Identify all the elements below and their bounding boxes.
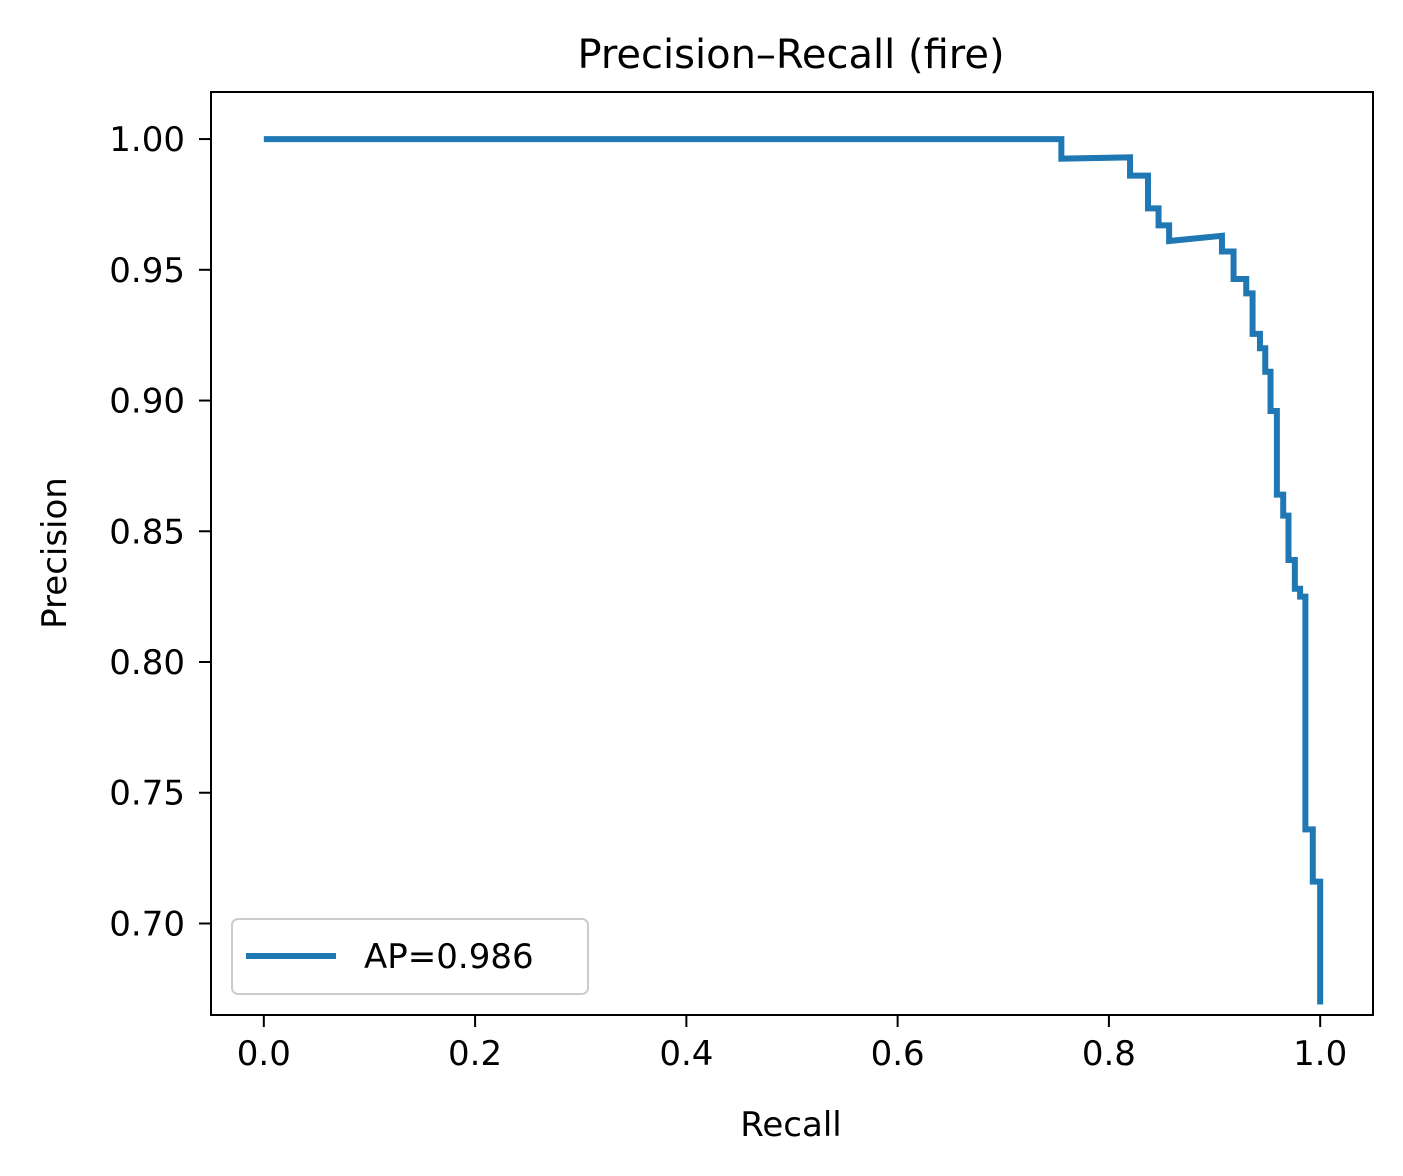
y-tick-label: 0.80 bbox=[109, 643, 185, 683]
legend: AP=0.986 bbox=[231, 918, 589, 995]
y-tick-label: 0.90 bbox=[109, 382, 185, 422]
x-axis-ticks: 0.0 0.2 0.4 0.6 0.8 1.0 bbox=[237, 1015, 1347, 1074]
y-tick-label: 0.70 bbox=[109, 904, 185, 944]
y-tick-label: 0.95 bbox=[109, 251, 185, 291]
y-axis-label: Precision bbox=[35, 477, 75, 629]
series-line-ap bbox=[263, 136, 1324, 1005]
y-tick-label: 0.75 bbox=[109, 774, 185, 814]
x-tick-label: 0.2 bbox=[448, 1034, 502, 1074]
y-tick-label: 0.85 bbox=[109, 512, 185, 552]
x-axis-label: Recall bbox=[740, 1105, 841, 1145]
x-tick-label: 0.8 bbox=[1082, 1034, 1136, 1074]
x-tick-label: 0.4 bbox=[659, 1034, 713, 1074]
y-tick-label: 1.00 bbox=[109, 120, 185, 160]
x-tick-label: 0.0 bbox=[237, 1034, 291, 1074]
x-tick-label: 1.0 bbox=[1293, 1034, 1347, 1074]
chart-title: Precision–Recall (fire) bbox=[577, 32, 1004, 78]
x-tick-label: 0.6 bbox=[871, 1034, 925, 1074]
y-axis-ticks: 0.70 0.75 0.80 0.85 0.90 0.95 1.00 bbox=[109, 120, 211, 944]
legend-label: AP=0.986 bbox=[364, 937, 534, 977]
plot-area-frame bbox=[210, 91, 1374, 1016]
legend-box bbox=[231, 918, 589, 995]
